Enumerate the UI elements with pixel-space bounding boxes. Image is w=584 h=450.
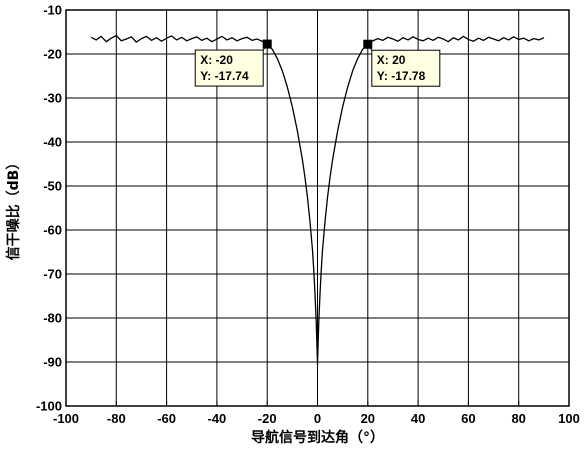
x-tick-label: 20 (361, 411, 375, 426)
x-axis-ticks: -100 -80 -60 -40 -20 0 20 40 60 80 100 (53, 401, 580, 426)
data-tip-marker[interactable] (363, 39, 373, 49)
data-tip-y: Y: -17.74 (200, 69, 249, 83)
x-tick-label: 80 (511, 411, 525, 426)
data-tip[interactable]: X: -20 Y: -17.74 (194, 39, 272, 87)
data-tips: X: -20 Y: -17.74 X: 20 Y: -17.78 (194, 39, 441, 87)
data-tip-box (194, 49, 264, 87)
y-tick-label: -60 (43, 223, 62, 238)
x-tick-label: -20 (258, 411, 277, 426)
x-tick-label: 0 (314, 411, 321, 426)
y-tick-label: -30 (43, 91, 62, 106)
y-axis-ticks: -10 -20 -30 -40 -50 -60 -70 -80 -90 -100 (36, 3, 71, 414)
y-tick-label: -10 (43, 3, 62, 18)
plot-frame (65, 9, 570, 407)
x-tick-label: -60 (157, 411, 176, 426)
x-tick-label: 40 (411, 411, 425, 426)
x-tick-label: -100 (53, 411, 79, 426)
data-tip-marker[interactable] (262, 39, 272, 49)
data-tip[interactable]: X: 20 Y: -17.78 (363, 39, 441, 87)
x-tick-label: -80 (107, 411, 126, 426)
x-tick-label: 100 (558, 411, 580, 426)
x-tick-label: 60 (461, 411, 475, 426)
y-tick-label: -90 (43, 355, 62, 370)
y-tick-label: -100 (36, 399, 62, 414)
data-tip-x: X: 20 (377, 53, 406, 67)
y-tick-label: -40 (43, 135, 62, 150)
x-axis-label: 导航信号到达角（°） (251, 429, 384, 446)
series-line (90, 34, 545, 365)
data-tip-y: Y: -17.78 (377, 69, 426, 83)
y-tick-label: -80 (43, 311, 62, 326)
x-tick-label: -40 (208, 411, 227, 426)
y-tick-label: -50 (43, 179, 62, 194)
y-tick-label: -20 (43, 47, 62, 62)
y-tick-label: -70 (43, 267, 62, 282)
data-tip-box (371, 49, 441, 87)
y-axis-label: 信干噪比（dB） (5, 156, 22, 261)
data-tip-x: X: -20 (200, 53, 233, 67)
